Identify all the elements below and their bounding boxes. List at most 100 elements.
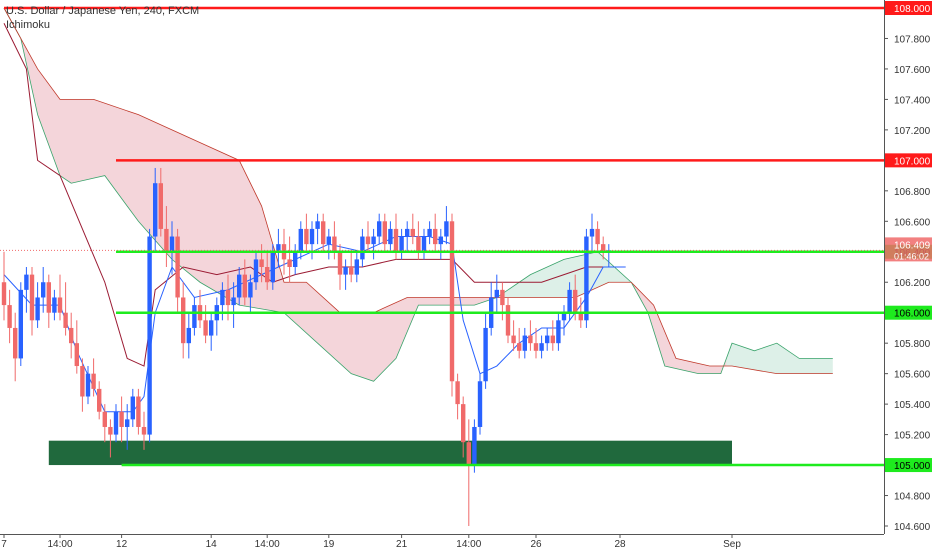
candle-body — [46, 282, 51, 313]
candle-body — [102, 411, 107, 427]
candle-body — [108, 426, 113, 435]
time-axis[interactable]: 7 14:00 12 14 14:00 19 21 14:00 26 28 Sep — [0, 534, 884, 550]
candle-body — [343, 267, 348, 275]
cloud-bullish — [502, 251, 632, 298]
candle-body — [405, 228, 410, 237]
y-tick-label: 107.400 — [894, 95, 931, 106]
cloud-bullish — [726, 343, 833, 374]
level-tag-label: 106.000 — [894, 309, 931, 320]
candle-body — [203, 320, 208, 336]
horizontal-levels[interactable] — [0, 6, 884, 467]
candle-body — [500, 289, 505, 306]
candle-body — [410, 228, 415, 237]
support-zone-rect — [48, 440, 733, 466]
candle-body — [545, 335, 550, 344]
level-tag — [885, 305, 932, 320]
level-tag-label: 105.000 — [894, 461, 931, 472]
candle-body — [265, 267, 270, 283]
candle-body — [522, 335, 527, 351]
candle-body — [399, 236, 404, 252]
symbol-title[interactable]: U.S. Dollar / Japanese Yen, 240, FXCM — [6, 5, 200, 17]
candle-body — [186, 327, 191, 344]
candle-body — [573, 289, 578, 313]
candle-body — [147, 236, 152, 435]
candle-body — [91, 373, 96, 389]
candle-body — [382, 221, 387, 245]
candle-body — [360, 236, 365, 260]
candle-body — [24, 274, 29, 290]
candle-body — [74, 343, 79, 367]
y-tick-label: 105.200 — [894, 431, 931, 442]
y-tick-label: 105.800 — [894, 339, 931, 350]
candle-body — [337, 251, 343, 275]
candle-body — [253, 259, 259, 283]
y-tick-label: 104.800 — [894, 492, 931, 503]
candle-body — [237, 274, 242, 298]
kijun-line — [3, 23, 626, 367]
candle-body — [41, 282, 46, 298]
candle-body — [304, 228, 309, 245]
candle-body — [461, 404, 466, 443]
level-tag — [885, 153, 932, 168]
candle-body — [472, 426, 477, 466]
candle-body — [164, 228, 169, 252]
candle-body — [276, 244, 281, 252]
price-tags: 108.000107.000106.400106.000105.000106.4… — [885, 1, 932, 473]
candle-body — [287, 259, 292, 267]
cloud-bearish — [26, 48, 497, 382]
ichimoku-lines — [3, 7, 833, 413]
candle-body — [578, 312, 583, 321]
candle-body — [433, 228, 438, 245]
candle-body — [175, 236, 180, 298]
candle-body — [511, 335, 516, 344]
x-tick-label: 14:00 — [255, 539, 280, 550]
candle-body — [220, 289, 225, 306]
last-price-label: 106.409 — [894, 240, 931, 251]
candle-body — [601, 244, 606, 252]
y-tick-label: 105.600 — [894, 370, 931, 381]
x-tick-label: 14:00 — [456, 539, 481, 550]
candle-body — [130, 396, 135, 420]
chart-legend: U.S. Dollar / Japanese Yen, 240, FXCM Ic… — [6, 4, 199, 32]
candle-body — [315, 221, 320, 229]
candle-body — [477, 381, 483, 427]
candle-body — [192, 305, 197, 328]
candle-body — [136, 396, 141, 427]
candle-body — [567, 289, 572, 313]
y-tick-label: 107.600 — [894, 65, 931, 76]
candles — [1, 167, 611, 526]
candle-body — [293, 251, 298, 267]
y-tick-label: 106.600 — [894, 217, 931, 228]
x-tick-label: 28 — [614, 539, 626, 550]
candle-body — [533, 343, 539, 351]
candle-body — [169, 236, 175, 252]
candle-body — [427, 228, 432, 237]
candle-body — [181, 297, 186, 344]
candle-body — [349, 267, 354, 275]
candle-body — [119, 411, 124, 427]
candle-body — [248, 282, 253, 298]
candle-body — [444, 221, 449, 237]
candle-body — [80, 366, 85, 397]
candle-body — [550, 335, 555, 344]
candle-body — [466, 442, 471, 466]
x-tick-label: 14:00 — [47, 539, 72, 550]
candle-body — [589, 228, 595, 237]
candle-body — [29, 274, 35, 321]
candle-body — [141, 426, 147, 435]
support-zone — [48, 440, 733, 466]
candle-body — [371, 236, 376, 245]
indicator-label[interactable]: Ichimoku — [6, 19, 51, 31]
candle-body — [377, 221, 382, 237]
level-tag — [885, 458, 932, 473]
x-tick-label: 19 — [323, 539, 335, 550]
candle-body — [354, 259, 359, 275]
y-tick-label: 104.600 — [894, 522, 931, 533]
candle-body — [309, 228, 315, 245]
candle-body — [242, 274, 247, 298]
candle-body — [584, 236, 589, 321]
senkou-span-a — [3, 7, 833, 382]
countdown-label: 01:46:02 — [894, 251, 929, 261]
candle-body — [388, 228, 393, 245]
